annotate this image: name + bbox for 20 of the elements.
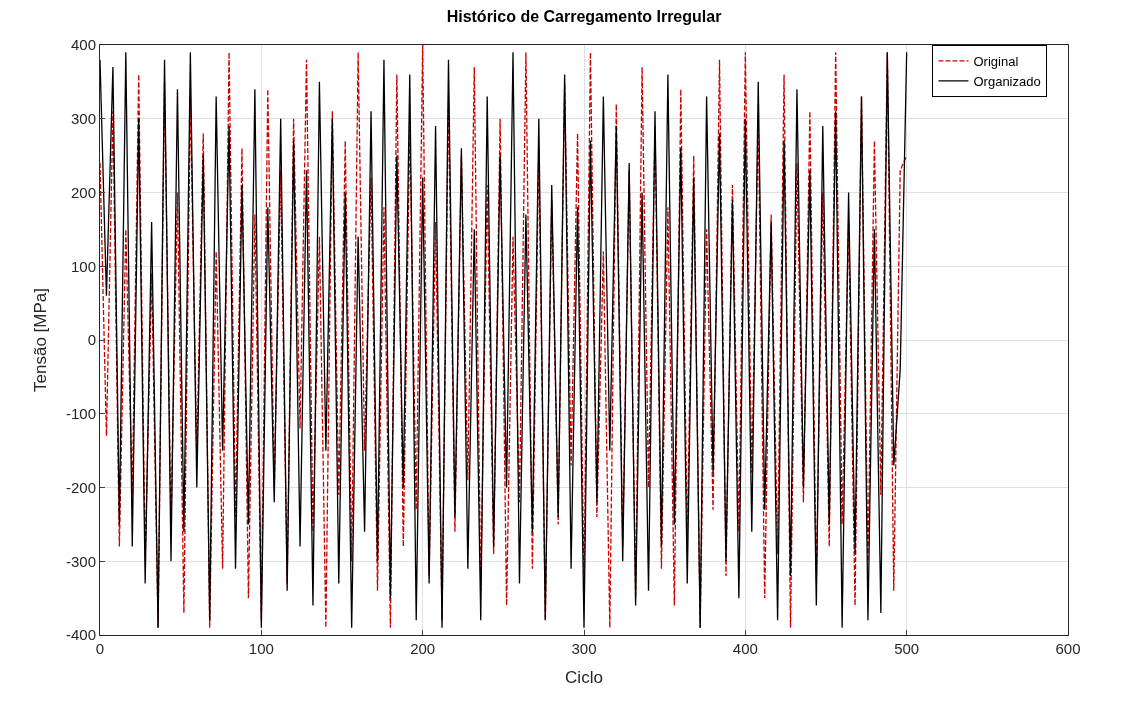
y-tick-label: 400: [70, 36, 96, 54]
x-tick-label: 600: [1055, 640, 1081, 657]
y-axis-title: Tensão [MPa]: [30, 288, 50, 392]
y-tick-label: 200: [70, 183, 96, 201]
y-tick-label: -100: [65, 405, 96, 422]
x-tick-label: 400: [732, 640, 758, 657]
y-tick-label: -200: [65, 478, 96, 496]
legend-label: Organizado: [973, 73, 1041, 89]
x-tick-label: 200: [410, 640, 436, 657]
x-tick-label: 500: [894, 640, 920, 657]
y-tick-label: -400: [65, 626, 96, 644]
x-axis-title: Ciclo: [565, 668, 603, 688]
y-tick-label: 300: [70, 110, 96, 127]
y-tick-label: 0: [87, 331, 96, 349]
y-tick-label: 100: [70, 257, 96, 275]
legend-label: Original: [973, 54, 1019, 70]
x-tick-label: 300: [571, 640, 597, 657]
y-tick-label: -300: [65, 552, 96, 570]
chart-title: Histórico de Carregamento Irregular: [446, 7, 722, 25]
x-tick-label: 100: [248, 640, 274, 657]
